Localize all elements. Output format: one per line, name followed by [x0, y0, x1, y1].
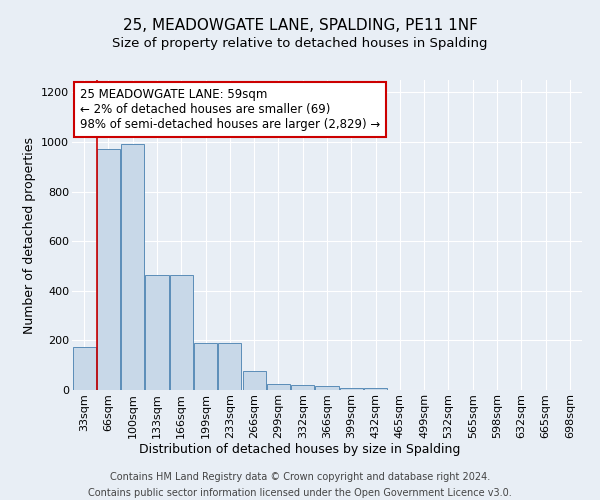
Text: Contains HM Land Registry data © Crown copyright and database right 2024.: Contains HM Land Registry data © Crown c… [110, 472, 490, 482]
Bar [170, 274, 193, 390]
Text: Contains public sector information licensed under the Open Government Licence v3: Contains public sector information licen… [88, 488, 512, 498]
Bar [267, 384, 290, 390]
Bar [316, 386, 338, 390]
Text: 25 MEADOWGATE LANE: 59sqm
← 2% of detached houses are smaller (69)
98% of semi-d: 25 MEADOWGATE LANE: 59sqm ← 2% of detach… [80, 88, 380, 130]
Bar [364, 388, 387, 390]
Text: Distribution of detached houses by size in Spalding: Distribution of detached houses by size … [139, 442, 461, 456]
Bar [340, 388, 363, 390]
Bar [145, 274, 169, 390]
Text: Size of property relative to detached houses in Spalding: Size of property relative to detached ho… [112, 38, 488, 51]
Bar [121, 144, 144, 390]
Y-axis label: Number of detached properties: Number of detached properties [23, 136, 35, 334]
Bar [73, 346, 95, 390]
Text: 25, MEADOWGATE LANE, SPALDING, PE11 1NF: 25, MEADOWGATE LANE, SPALDING, PE11 1NF [122, 18, 478, 32]
Bar [194, 343, 217, 390]
Bar [291, 385, 314, 390]
Bar [242, 372, 266, 390]
Bar [218, 343, 241, 390]
Bar [97, 150, 120, 390]
